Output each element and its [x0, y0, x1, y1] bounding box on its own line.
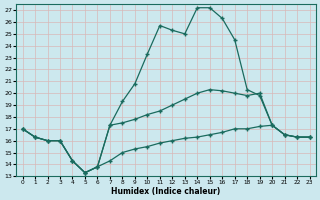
X-axis label: Humidex (Indice chaleur): Humidex (Indice chaleur): [111, 187, 221, 196]
